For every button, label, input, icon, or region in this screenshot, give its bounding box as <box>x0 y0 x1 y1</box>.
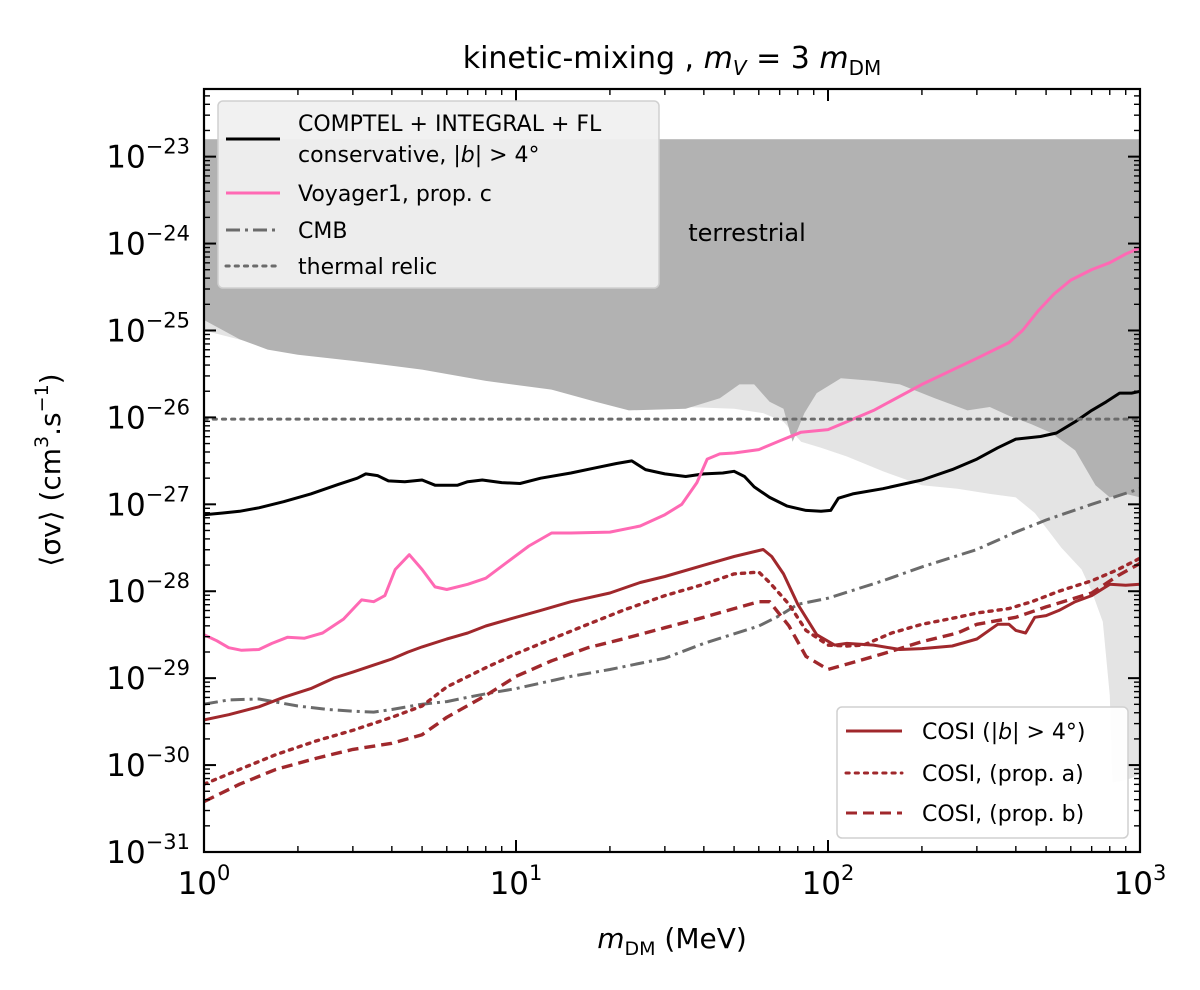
x-tick-labels: 100 101 102 103 <box>178 861 1167 902</box>
y-tick-label: 10−27 <box>106 482 190 523</box>
legend-bottom-label: COSI, (prop. b) <box>922 802 1084 827</box>
y-tick-label: 10−25 <box>106 309 190 350</box>
axis-ticks <box>203 88 1141 853</box>
x-tick-label: 100 <box>178 861 231 902</box>
y-tick-labels: 10−31 10−30 10−29 10−28 10−27 10−26 10−2… <box>106 135 190 871</box>
y-tick-label: 10−31 <box>106 830 190 871</box>
y-tick-label: 10−23 <box>106 135 190 176</box>
y-axis-label: ⟨σv⟩ (cm3.s−1) <box>31 373 67 566</box>
y-tick-label: 10−30 <box>106 743 190 784</box>
legend-bottom-label: COSI, (prop. a) <box>922 762 1084 787</box>
series-cosi-b-4 <box>204 548 1140 722</box>
y-tick-label: 10−28 <box>106 569 190 610</box>
legend-bottom-box <box>836 706 1129 839</box>
plot-frame <box>202 87 1142 854</box>
legend-top-label: CMB <box>298 219 347 244</box>
series-cosi-prop-b <box>204 561 1140 804</box>
legend-top-label: conservative, |b| > 4° <box>298 143 540 168</box>
x-tick-label: 101 <box>490 861 543 902</box>
curves <box>204 246 1140 804</box>
series-cosi-prop-a <box>204 556 1140 786</box>
legend-top-label: COMPTEL + INTEGRAL + FL <box>298 112 602 137</box>
y-tick-label: 10−29 <box>106 656 190 697</box>
y-tick-label: 10−26 <box>106 395 190 436</box>
legend-top-label: Voyager1, prop. c <box>298 182 492 207</box>
x-tick-label: 103 <box>1114 861 1167 902</box>
legend-top-label: thermal relic <box>298 255 437 280</box>
terrestrial-annotation: terrestrial <box>688 219 806 247</box>
legend-top-box <box>217 100 660 289</box>
series-voyager1-prop-c <box>204 246 1140 652</box>
series-cmb <box>204 487 1140 714</box>
legend-bottom: COSI (|b| > 4°) COSI, (prop. a) COSI, (p… <box>836 706 1129 839</box>
legend-bottom-label: COSI (|b| > 4°) <box>922 720 1086 745</box>
x-axis-label: mDM (MeV) <box>597 922 747 960</box>
y-tick-label: 10−24 <box>106 222 190 263</box>
x-tick-label: 102 <box>802 861 855 902</box>
legend-top: COMPTEL + INTEGRAL + FL conservative, |b… <box>217 100 660 289</box>
series-comptel-integral-fl-conservative-b-4 <box>204 389 1140 517</box>
chart-title: kinetic-mixing , mV = 3 mDM <box>463 41 882 80</box>
